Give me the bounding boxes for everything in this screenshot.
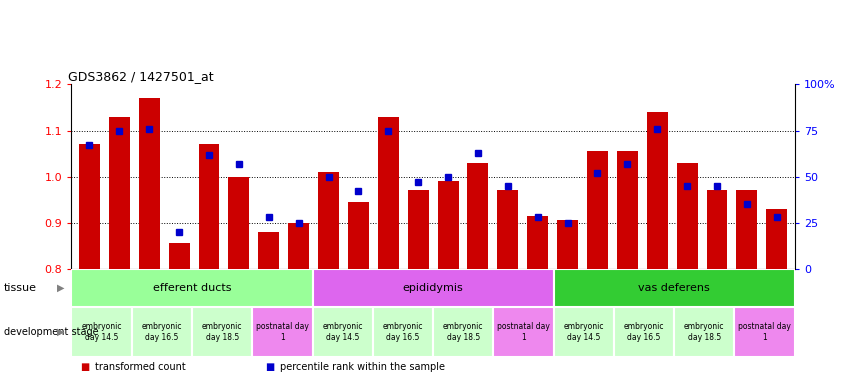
Text: efferent ducts: efferent ducts (153, 283, 231, 293)
Text: embryonic
day 14.5: embryonic day 14.5 (563, 323, 604, 342)
Text: embryonic
day 14.5: embryonic day 14.5 (322, 323, 363, 342)
Bar (252, 307, 313, 357)
Bar (132, 307, 192, 357)
Text: embryonic
day 18.5: embryonic day 18.5 (202, 323, 242, 342)
Bar (468, 163, 489, 269)
Text: embryonic
day 18.5: embryonic day 18.5 (443, 323, 484, 342)
Bar (108, 117, 130, 269)
Bar (373, 307, 433, 357)
Bar (553, 307, 614, 357)
Bar (168, 243, 189, 269)
Text: embryonic
day 16.5: embryonic day 16.5 (141, 323, 182, 342)
Text: ■: ■ (265, 362, 274, 372)
Bar (677, 163, 698, 269)
Bar (229, 177, 249, 269)
Text: embryonic
day 14.5: embryonic day 14.5 (82, 323, 122, 342)
Bar (408, 190, 429, 269)
Bar (617, 151, 637, 269)
Bar (71, 269, 313, 307)
Bar (437, 181, 458, 269)
Bar (674, 307, 734, 357)
Text: tissue: tissue (4, 283, 37, 293)
Bar (734, 307, 795, 357)
Bar (527, 216, 548, 269)
Bar (647, 112, 668, 269)
Text: development stage: development stage (4, 327, 99, 337)
Bar (313, 307, 373, 357)
Bar (706, 190, 727, 269)
Bar (288, 223, 309, 269)
Bar (378, 117, 399, 269)
Bar (433, 307, 494, 357)
Bar (553, 269, 795, 307)
Bar (614, 307, 674, 357)
Bar (79, 144, 100, 269)
Bar (318, 172, 339, 269)
Bar (258, 232, 279, 269)
Bar (348, 202, 369, 269)
Bar (497, 190, 518, 269)
Text: embryonic
day 16.5: embryonic day 16.5 (383, 323, 423, 342)
Bar (313, 269, 553, 307)
Bar (71, 307, 132, 357)
Bar (192, 307, 252, 357)
Bar (557, 220, 578, 269)
Bar (587, 151, 608, 269)
Text: ■: ■ (80, 362, 89, 372)
Text: percentile rank within the sample: percentile rank within the sample (280, 362, 445, 372)
Text: postnatal day
1: postnatal day 1 (738, 323, 791, 342)
Text: GDS3862 / 1427501_at: GDS3862 / 1427501_at (68, 70, 214, 83)
Text: embryonic
day 16.5: embryonic day 16.5 (624, 323, 664, 342)
Text: epididymis: epididymis (403, 283, 463, 293)
Bar (198, 144, 220, 269)
Bar (737, 190, 758, 269)
Bar (139, 98, 160, 269)
Text: vas deferens: vas deferens (638, 283, 710, 293)
Text: transformed count: transformed count (95, 362, 186, 372)
Text: embryonic
day 18.5: embryonic day 18.5 (684, 323, 725, 342)
Text: ▶: ▶ (57, 283, 65, 293)
Text: postnatal day
1: postnatal day 1 (497, 323, 550, 342)
Bar (766, 209, 787, 269)
Text: postnatal day
1: postnatal day 1 (256, 323, 309, 342)
Bar (494, 307, 553, 357)
Text: ▶: ▶ (57, 327, 65, 337)
